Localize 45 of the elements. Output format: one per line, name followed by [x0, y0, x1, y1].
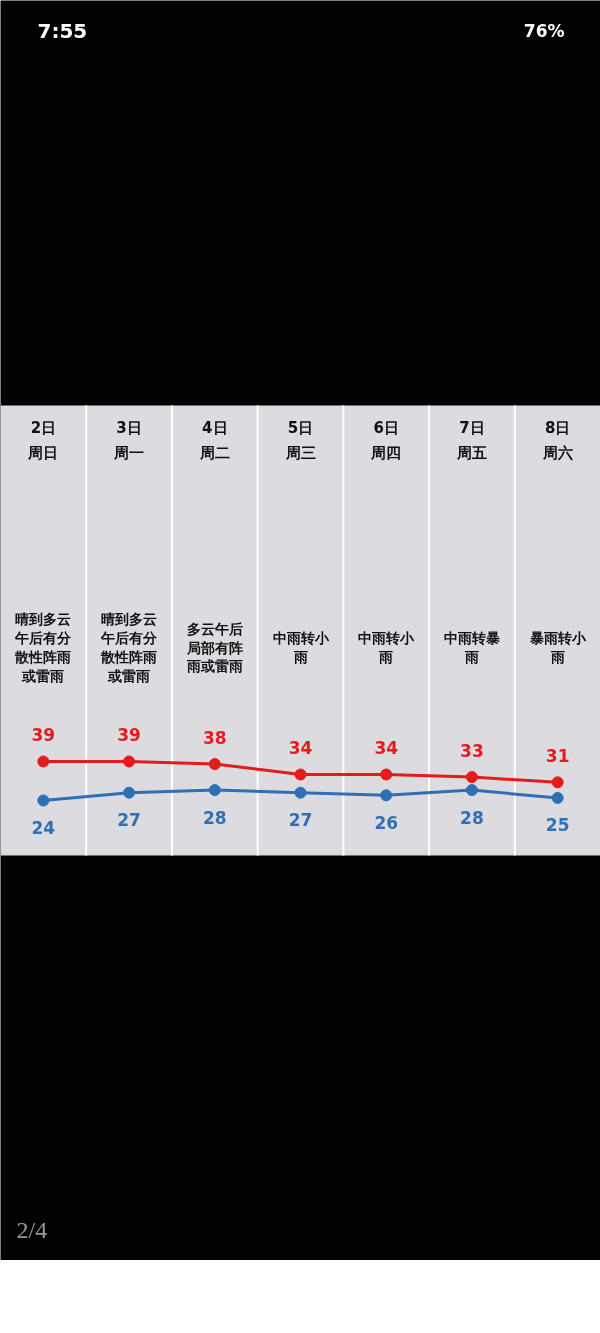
data-label: 33: [460, 740, 484, 761]
data-label: 31: [545, 745, 570, 766]
x-tick-label: 2日周日: [27, 418, 59, 462]
text: 中雨转暴雨: [443, 630, 500, 665]
point: [465, 784, 478, 797]
data-label: 39: [117, 725, 141, 745]
point: [37, 755, 50, 768]
data-label: 38: [202, 727, 227, 748]
text: 中雨转小雨: [272, 630, 330, 665]
data-label: 34: [288, 738, 313, 758]
point: [380, 789, 393, 802]
text: 7:55: [37, 18, 88, 43]
x-tick-label: 6日周四: [370, 418, 402, 462]
data-label: 34: [374, 738, 399, 758]
x-tick-label: 8日周六: [541, 418, 573, 462]
data-label: 28: [460, 807, 484, 828]
text: 76%: [523, 20, 565, 41]
x-tick-label: 5日周三: [284, 418, 316, 462]
data-label: 27: [288, 810, 313, 831]
x-tick-label: 7日周五: [455, 418, 487, 462]
data-label: 28: [202, 807, 227, 828]
data-label: 25: [545, 815, 570, 836]
point: [551, 776, 564, 789]
point: [294, 786, 307, 799]
point: [465, 771, 478, 784]
point: [123, 786, 136, 799]
data-label: 27: [117, 810, 141, 831]
point: [37, 794, 50, 807]
text: 中雨转小雨: [358, 630, 416, 665]
data-label: 26: [374, 812, 399, 833]
text: 多云午后局部有阵雨或雷雨: [185, 620, 243, 675]
point: [380, 768, 393, 781]
x-tick-label: 3日周一: [113, 418, 145, 462]
text: 晴到多云午后有分散性阵雨或雷雨: [100, 611, 159, 684]
point: [208, 784, 221, 797]
point: [208, 758, 221, 771]
point: [294, 768, 307, 781]
data-label: 39: [31, 725, 56, 745]
text: 暴雨转小雨: [528, 630, 587, 665]
text: 2/4: [16, 1216, 48, 1243]
point: [551, 791, 564, 804]
data-label: 24: [31, 818, 56, 838]
x-tick-label: 4日周二: [198, 418, 230, 462]
text: 晴到多云午后有分散性阵雨或雷雨: [14, 611, 73, 684]
point: [123, 755, 136, 768]
